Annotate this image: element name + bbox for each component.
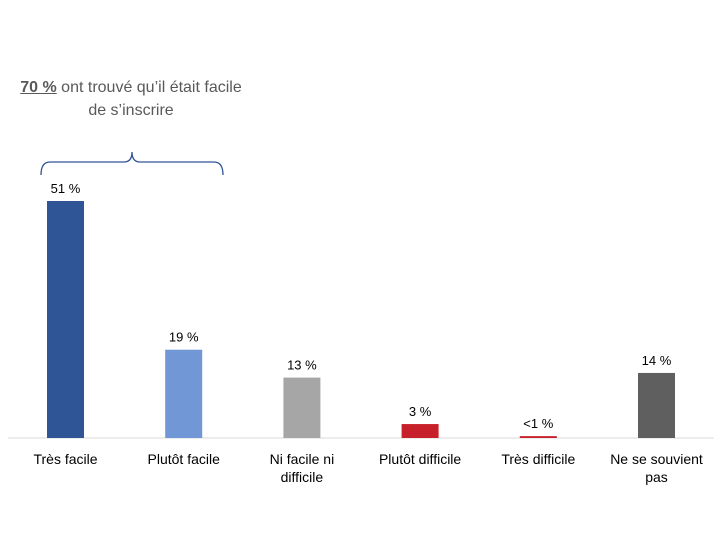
category-label-3: Plutôt difficile	[379, 451, 461, 467]
data-label-4: <1 %	[523, 416, 553, 431]
bar-1	[165, 349, 203, 438]
bar-2	[283, 377, 321, 438]
bar-4	[519, 436, 557, 438]
category-label-4: Très difficile	[501, 451, 575, 467]
data-label-0: 51 %	[51, 181, 81, 196]
data-label-2: 13 %	[287, 358, 317, 373]
bar-5	[638, 372, 675, 438]
category-label-2: Ni facile ni difficile	[270, 451, 335, 485]
category-label-0: Très facile	[33, 451, 97, 467]
annotation-brace	[40, 151, 224, 176]
annotation: 70 % ont trouvé qu’il était facile de s’…	[20, 76, 242, 122]
annotation-highlight: 70 %	[20, 79, 57, 96]
category-label-5: Ne se souvient pas	[610, 451, 703, 485]
data-label-3: 3 %	[409, 404, 432, 419]
data-label-5: 14 %	[642, 353, 672, 368]
bar-3	[401, 424, 439, 438]
annotation-text: ont trouvé qu’il était facile de s’inscr…	[56, 79, 242, 119]
category-label-1: Plutôt facile	[148, 451, 221, 467]
data-label-1: 19 %	[169, 330, 199, 345]
bar-0	[47, 201, 84, 438]
